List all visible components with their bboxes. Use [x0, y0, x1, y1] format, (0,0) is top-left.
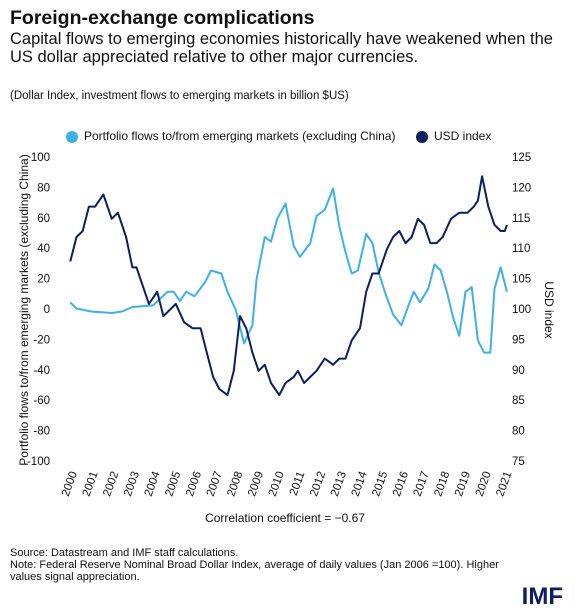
legend-label: USD index — [434, 129, 491, 143]
x-tick-label: 2020 — [474, 470, 494, 498]
x-tick-label: 2016 — [391, 470, 411, 498]
x-tick-label: 2001 — [81, 470, 101, 498]
subtitle-box: Capital flows to emerging economies hist… — [10, 30, 553, 66]
x-tick-label: 2011 — [288, 470, 308, 497]
y-tick-label: -20 — [33, 334, 50, 346]
legend-swatch — [416, 131, 428, 143]
y2-tick-label: 95 — [512, 334, 525, 346]
y-tick-label: 0 — [44, 304, 50, 316]
x-tick-label: 2017 — [412, 470, 432, 498]
units-note: (Dollar Index, investment flows to emerg… — [10, 90, 349, 102]
y2-tick-label: 85 — [512, 395, 525, 407]
y2-axis-label: USD index — [542, 281, 556, 338]
y2-tick-label: 100 — [512, 304, 531, 316]
y-tick-label: -40 — [33, 365, 50, 377]
x-tick-label: 2005 — [163, 470, 183, 498]
x-tick-label: 2018 — [432, 470, 452, 498]
y-tick-label: 80 — [37, 182, 50, 194]
series-line — [69, 175, 508, 397]
x-tick-label: 2015 — [370, 470, 390, 498]
x-tick-label: 2008 — [225, 470, 245, 498]
y2-tick-label: 75 — [512, 456, 525, 468]
note: Note: Federal Reserve Nominal Broad Doll… — [10, 559, 499, 583]
x-tick-label: 2014 — [350, 469, 370, 498]
y-tick-label: -100 — [27, 456, 50, 468]
x-tick-label: 2004 — [143, 469, 163, 498]
logo: IMF — [522, 583, 563, 610]
legend-label: Portfolio flows to/from emerging markets… — [84, 129, 395, 143]
legend-swatch — [66, 131, 78, 143]
chart-title: Foreign-exchange complications — [10, 7, 315, 29]
source: Source: Datastream and IMF staff calcula… — [10, 547, 238, 559]
y-tick-label: 20 — [37, 274, 50, 286]
x-tick-label: 2007 — [205, 470, 225, 498]
x-tick-label: 2013 — [329, 470, 349, 498]
note-box: Note: Federal Reserve Nominal Broad Doll… — [10, 559, 499, 583]
annotation: Correlation coefficient = −0.67 — [205, 511, 365, 525]
y2-tick-label: 115 — [512, 213, 530, 225]
y2-tick-label: 105 — [512, 274, 531, 286]
y2-tick-label: 120 — [512, 182, 531, 194]
y-tick-label: -60 — [33, 395, 50, 407]
y2-tick-label: 90 — [512, 365, 525, 377]
series-line — [69, 187, 508, 354]
y2-tick-label: 80 — [512, 426, 525, 438]
x-tick-label: 2019 — [453, 470, 473, 498]
y-tick-label: 40 — [37, 243, 50, 255]
x-tick-label: 2006 — [184, 470, 204, 498]
y2-tick-label: 110 — [512, 243, 530, 255]
y-tick-label: 100 — [31, 152, 50, 164]
x-tick-label: 2002 — [101, 470, 121, 498]
x-tick-label: 2021 — [494, 470, 514, 498]
x-tick-label: 2000 — [60, 470, 80, 498]
chart-subtitle: Capital flows to emerging economies hist… — [10, 30, 553, 66]
x-tick-label: 2010 — [267, 470, 287, 498]
y-axis-label: Portfolio flows to/from emerging markets… — [17, 154, 31, 465]
y2-tick-label: 125 — [512, 152, 531, 164]
x-tick-label: 2009 — [246, 470, 266, 498]
x-tick-label: 2003 — [122, 470, 142, 498]
y-tick-label: -80 — [33, 426, 50, 438]
x-tick-label: 2012 — [308, 470, 328, 498]
y-tick-label: 60 — [37, 213, 50, 225]
